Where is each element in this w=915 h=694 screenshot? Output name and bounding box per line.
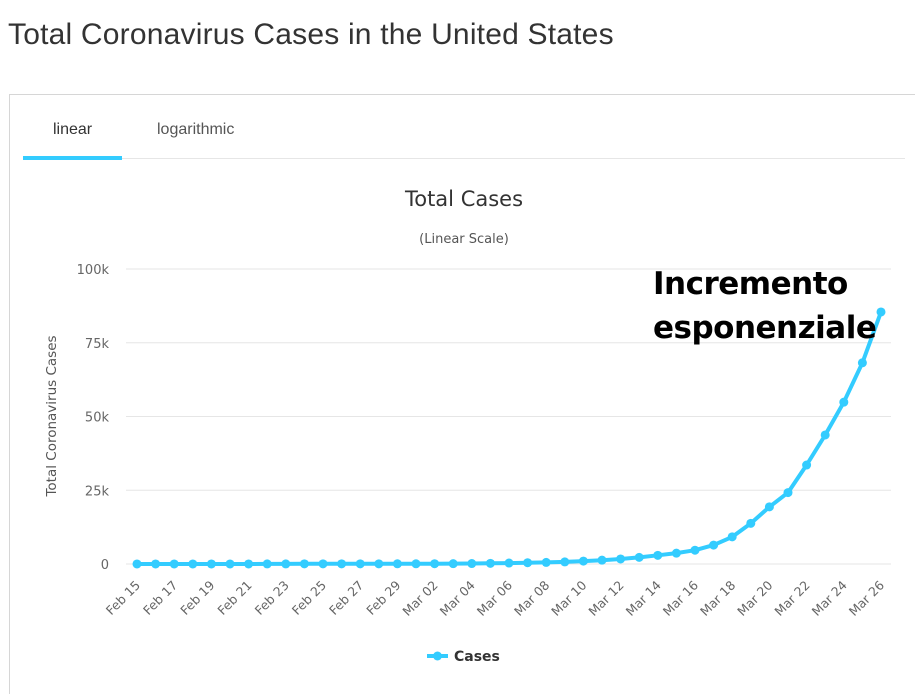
data-point[interactable] [634, 552, 644, 562]
y-tick-label: 100k [77, 263, 110, 278]
data-point[interactable] [206, 559, 216, 569]
x-tick-label: Feb 27 [326, 578, 366, 618]
data-point[interactable] [132, 559, 142, 569]
data-point[interactable] [485, 558, 495, 568]
data-point[interactable] [820, 430, 830, 440]
data-point[interactable] [727, 532, 737, 542]
data-point[interactable] [839, 397, 849, 407]
x-tick-label: Mar 06 [474, 577, 515, 618]
data-point[interactable] [299, 559, 309, 569]
data-point[interactable] [690, 545, 700, 555]
x-tick-label: Feb 15 [103, 578, 143, 618]
data-point[interactable] [244, 559, 254, 569]
data-point[interactable] [355, 559, 365, 569]
y-tick-label: 50k [85, 411, 110, 426]
chart-subtitle: (Linear Scale) [419, 232, 509, 247]
legend-marker-icon [433, 651, 442, 661]
x-tick-label: Mar 10 [548, 577, 589, 618]
data-point[interactable] [616, 554, 626, 564]
x-tick-label: Feb 29 [363, 577, 403, 617]
x-tick-label: Feb 19 [177, 577, 217, 617]
data-point[interactable] [374, 559, 384, 569]
x-tick-label: Mar 24 [809, 577, 850, 618]
data-point[interactable] [281, 559, 291, 569]
data-point[interactable] [876, 307, 886, 317]
data-point[interactable] [709, 540, 719, 550]
legend-label-cases: Cases [454, 649, 500, 665]
x-tick-label: Feb 23 [252, 578, 292, 618]
data-point[interactable] [802, 460, 812, 470]
data-point[interactable] [337, 559, 347, 569]
data-point[interactable] [597, 555, 607, 565]
x-tick-label: Mar 12 [585, 578, 626, 619]
y-axis-label: Total Coronavirus Cases [44, 335, 60, 497]
tab-logarithmic[interactable]: logarithmic [157, 121, 235, 138]
data-point[interactable] [225, 559, 235, 569]
x-tick-label: Mar 20 [734, 577, 775, 618]
series-cases [132, 307, 886, 569]
data-point[interactable] [262, 559, 272, 569]
x-tick-label: Feb 25 [289, 578, 329, 618]
annotation: Incremento esponenziale [653, 262, 877, 350]
data-point[interactable] [783, 488, 793, 498]
x-tick-label: Mar 04 [437, 577, 478, 618]
annotation-line-1: Incremento [653, 266, 848, 302]
x-tick-label: Mar 18 [697, 577, 738, 618]
data-point[interactable] [560, 557, 570, 567]
y-axis: 0 25k 50k 75k 100k [77, 263, 110, 573]
x-tick-label: Mar 14 [623, 577, 664, 618]
data-point[interactable] [578, 556, 588, 566]
y-tick-label: 0 [101, 558, 109, 573]
data-point[interactable] [411, 559, 421, 569]
data-point[interactable] [504, 558, 514, 568]
legend[interactable]: Cases [427, 649, 500, 665]
y-tick-label: 25k [85, 484, 110, 499]
y-tick-label: 75k [85, 337, 110, 352]
x-tick-label: Feb 17 [140, 578, 180, 618]
data-point[interactable] [746, 518, 756, 528]
x-tick-label: Feb 21 [214, 578, 254, 618]
tab-linear[interactable]: linear [53, 121, 93, 138]
x-tick-label: Mar 26 [846, 577, 887, 618]
data-point[interactable] [430, 559, 440, 569]
data-point[interactable] [523, 558, 533, 568]
active-tab-indicator [23, 156, 122, 160]
data-point[interactable] [764, 502, 774, 512]
chart-title: Total Cases [404, 187, 523, 211]
data-point[interactable] [151, 559, 161, 569]
chart-panel [9, 94, 915, 694]
page-title: Total Coronavirus Cases in the United St… [8, 18, 614, 51]
data-point[interactable] [318, 559, 328, 569]
data-point[interactable] [541, 557, 551, 567]
data-point[interactable] [653, 550, 663, 560]
data-point[interactable] [467, 559, 477, 569]
x-tick-label: Mar 02 [399, 578, 440, 619]
x-tick-label: Mar 16 [660, 577, 701, 618]
data-point[interactable] [671, 548, 681, 558]
data-point[interactable] [857, 358, 867, 368]
data-point[interactable] [392, 559, 402, 569]
tab-divider [122, 158, 905, 159]
annotation-line-2: esponenziale [653, 310, 877, 346]
data-point[interactable] [448, 559, 458, 569]
x-tick-label: Mar 22 [771, 578, 812, 619]
data-point[interactable] [169, 559, 179, 569]
data-point[interactable] [188, 559, 198, 569]
x-tick-label: Mar 08 [511, 577, 552, 618]
